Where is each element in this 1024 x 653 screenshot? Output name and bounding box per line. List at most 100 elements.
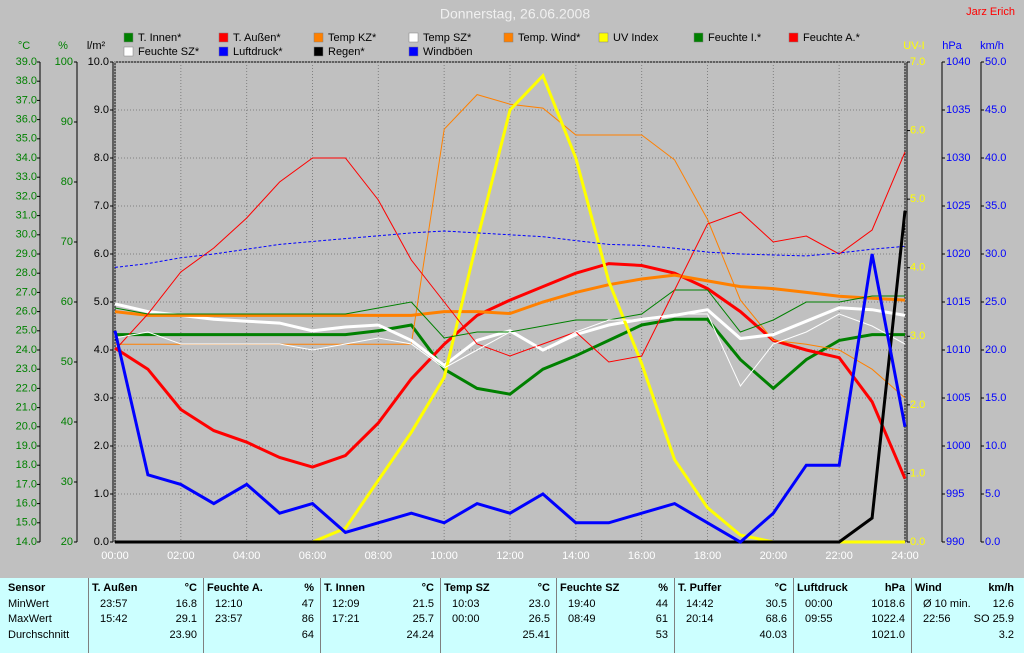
legend-label: Luftdruck* xyxy=(233,46,283,58)
value-cell: 44 xyxy=(655,598,668,610)
y-tick-label: 5.0 xyxy=(910,193,925,205)
y-tick-label: 7.0 xyxy=(910,56,925,68)
y-tick-label: 50.0 xyxy=(985,56,1006,68)
x-tick-label: 10:00 xyxy=(430,550,458,562)
y-tick-label: 6.0 xyxy=(94,248,109,260)
time-cell: 15:42 xyxy=(100,613,128,625)
y-tick-label: 30.0 xyxy=(985,248,1006,260)
time-cell: 00:00 xyxy=(452,613,480,625)
y-tick-label: 7.0 xyxy=(94,200,109,212)
y-tick-label: 40.0 xyxy=(985,152,1006,164)
legend-swatch xyxy=(503,32,514,43)
column-unit: % xyxy=(658,582,668,594)
x-tick-label: 00:00 xyxy=(101,550,129,562)
y-tick-label: 2.0 xyxy=(910,399,925,411)
series-line xyxy=(114,313,906,387)
axis-unit: hPa xyxy=(942,40,962,52)
value-cell: 30.5 xyxy=(765,598,787,610)
y-tick-label: 20.0 xyxy=(16,421,37,433)
y-tick-label: 17.0 xyxy=(16,478,37,490)
series-line xyxy=(114,151,906,363)
y-tick-label: 39.0 xyxy=(16,56,37,68)
series-line xyxy=(115,317,905,396)
time-cell: 23:57 xyxy=(215,613,243,625)
y-tick-label: 990 xyxy=(946,536,964,548)
column-unit: km/h xyxy=(988,582,1014,594)
y-tick-label: 10.0 xyxy=(88,56,109,68)
y-tick-label: 25.0 xyxy=(16,325,37,337)
legend-label: Temp. Wind* xyxy=(518,32,581,44)
y-tick-label: 27.0 xyxy=(16,286,37,298)
y-tick-label: 33.0 xyxy=(16,171,37,183)
value-cell: 12.6 xyxy=(992,598,1014,610)
value-cell: 40.03 xyxy=(759,629,787,641)
axis-unit: °C xyxy=(18,40,30,52)
x-tick-label: 04:00 xyxy=(233,550,261,562)
x-tick-label: 16:00 xyxy=(628,550,656,562)
time-cell: 17:21 xyxy=(332,613,360,625)
legend-swatch xyxy=(123,46,134,57)
y-tick-label: 1040 xyxy=(946,56,970,68)
y-tick-label: 36.0 xyxy=(16,114,37,126)
separator xyxy=(911,578,912,653)
y-tick-label: 1035 xyxy=(946,104,970,116)
y-tick-label: 35.0 xyxy=(16,133,37,145)
y-tick-label: 5.0 xyxy=(94,296,109,308)
column-name: Temp SZ xyxy=(444,582,490,594)
separator xyxy=(440,578,441,653)
y-tick-label: 1025 xyxy=(946,200,970,212)
axis-unit: l/m² xyxy=(87,40,106,52)
row-label: Sensor xyxy=(8,582,46,594)
x-tick-label: 18:00 xyxy=(694,550,722,562)
separator xyxy=(793,578,794,653)
value-cell: 68.6 xyxy=(765,613,787,625)
y-tick-label: 31.0 xyxy=(16,210,37,222)
time-cell: 08:49 xyxy=(568,613,596,625)
value-cell: 1018.6 xyxy=(871,598,905,610)
value-cell: 16.8 xyxy=(175,598,197,610)
value-cell: 1022.4 xyxy=(871,613,905,625)
series-line xyxy=(114,230,906,268)
column-unit: °C xyxy=(421,582,434,594)
chart-title: Donnerstag, 26.06.2008 xyxy=(440,6,590,22)
row-label: MaxWert xyxy=(8,613,52,625)
y-tick-label: 23.0 xyxy=(16,363,37,375)
y-tick-label: 5.0 xyxy=(985,488,1000,500)
legend-label: T. Außen* xyxy=(233,32,281,44)
y-tick-label: 90 xyxy=(61,116,73,128)
y-tick-label: 30 xyxy=(61,476,73,488)
x-tick-label: 02:00 xyxy=(167,550,195,562)
y-tick-label: 1010 xyxy=(946,344,970,356)
legend-label: T. Innen* xyxy=(138,32,182,44)
series-line xyxy=(115,210,907,544)
y-tick-label: 1000 xyxy=(946,440,970,452)
y-tick-label: 0.0 xyxy=(94,536,109,548)
legend-swatch xyxy=(313,32,324,43)
y-tick-label: 25.0 xyxy=(985,296,1006,308)
y-tick-label: 15.0 xyxy=(16,517,37,529)
separator xyxy=(203,578,204,653)
value-cell: 21.5 xyxy=(412,598,434,610)
y-tick-label: 1030 xyxy=(946,152,970,164)
stats-table: Sensor MinWert MaxWert Durchschnitt T. Außen… xyxy=(0,578,1024,653)
y-tick-label: 9.0 xyxy=(94,104,109,116)
column-unit: °C xyxy=(184,582,197,594)
time-cell: 00:00 xyxy=(805,598,833,610)
separator xyxy=(320,578,321,653)
y-tick-label: 14.0 xyxy=(16,536,37,548)
y-tick-label: 4.0 xyxy=(910,262,925,274)
column-name: Feuchte SZ xyxy=(560,582,620,594)
column-unit: % xyxy=(304,582,314,594)
y-tick-label: 20.0 xyxy=(985,344,1006,356)
author: Jarz Erich xyxy=(966,6,1015,18)
column-name: T. Außen xyxy=(92,582,138,594)
x-tick-label: 06:00 xyxy=(299,550,327,562)
column-name: Feuchte A. xyxy=(207,582,263,594)
y-tick-label: 24.0 xyxy=(16,344,37,356)
column-unit: °C xyxy=(537,582,550,594)
legend-label: Temp KZ* xyxy=(328,32,377,44)
legend-swatch xyxy=(218,32,229,43)
value-cell: 24.24 xyxy=(406,629,434,641)
value-cell: 64 xyxy=(301,629,314,641)
value-cell: 25.41 xyxy=(522,629,550,641)
